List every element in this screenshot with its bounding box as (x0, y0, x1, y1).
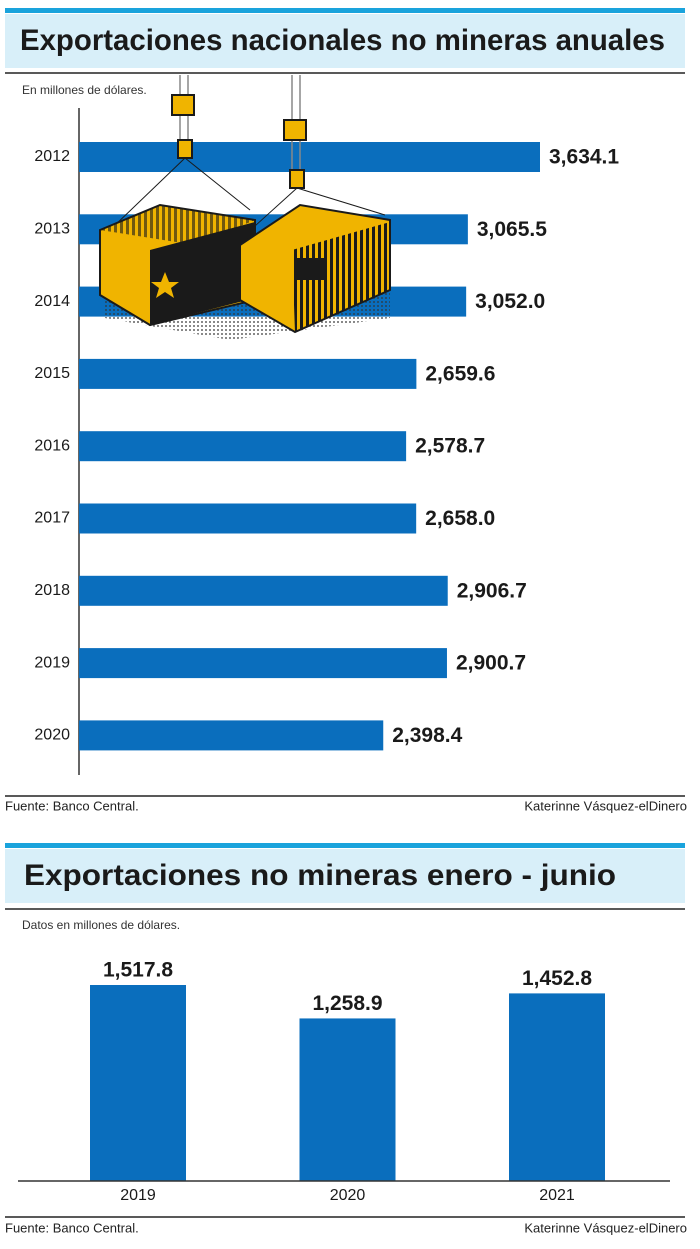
y-tick-label: 2018 (34, 582, 70, 599)
chart-subtitle: En millones de dólares. (22, 83, 147, 97)
value-label: 2,906.7 (457, 579, 527, 602)
bar (79, 648, 447, 679)
y-tick-label: 2015 (34, 365, 70, 382)
value-label: 3,634.1 (549, 146, 619, 169)
y-tick-label: 2016 (34, 437, 70, 454)
value-label: 2,578.7 (415, 435, 485, 458)
value-label: 2,398.4 (392, 724, 462, 747)
source: Fuente: Banco Central. (5, 798, 139, 813)
container-illustration (99, 75, 391, 340)
y-tick-label: 2019 (34, 654, 70, 671)
bar (79, 142, 540, 172)
value-label: 1,258.9 (312, 992, 382, 1015)
source: Fuente: Banco Central. (5, 1220, 139, 1235)
value-label: 2,900.7 (456, 652, 526, 675)
x-tick-label: 2020 (330, 1187, 366, 1204)
credit: Katerinne Vásquez-elDinero (524, 798, 687, 813)
value-label: 3,052.0 (475, 290, 545, 313)
credit: Katerinne Vásquez-elDinero (524, 1220, 687, 1235)
chart-title: Exportaciones nacionales no mineras anua… (20, 24, 665, 57)
header-band (5, 14, 685, 68)
y-tick-label: 2012 (34, 148, 70, 165)
bar (299, 1018, 396, 1181)
bar (90, 985, 186, 1181)
chart-subtitle: Datos en millones de dólares. (22, 918, 180, 932)
bar (79, 720, 384, 751)
y-tick-label: 2013 (34, 221, 70, 238)
value-label: 2,658.0 (425, 507, 495, 530)
header-line (5, 8, 685, 13)
bar (79, 503, 417, 534)
chart-title: Exportaciones no mineras enero - junio (24, 859, 616, 892)
y-tick-label: 2014 (34, 293, 70, 310)
x-tick-label: 2021 (539, 1187, 575, 1204)
y-tick-label: 2020 (34, 727, 70, 744)
value-label: 1,517.8 (103, 959, 173, 982)
bars: 1,517.8 2019 1,258.9 2020 1,452.8 2021 (90, 959, 605, 1204)
header-band (5, 849, 685, 903)
bar (79, 431, 407, 462)
bar (509, 993, 605, 1181)
y-tick-label: 2017 (34, 510, 70, 527)
value-label: 3,065.5 (477, 218, 547, 241)
x-tick-label: 2019 (120, 1187, 156, 1204)
bar (79, 358, 417, 389)
bar (79, 575, 448, 606)
value-label: 2,659.6 (425, 362, 495, 385)
value-label: 1,452.8 (522, 967, 592, 990)
header-line (5, 843, 685, 848)
